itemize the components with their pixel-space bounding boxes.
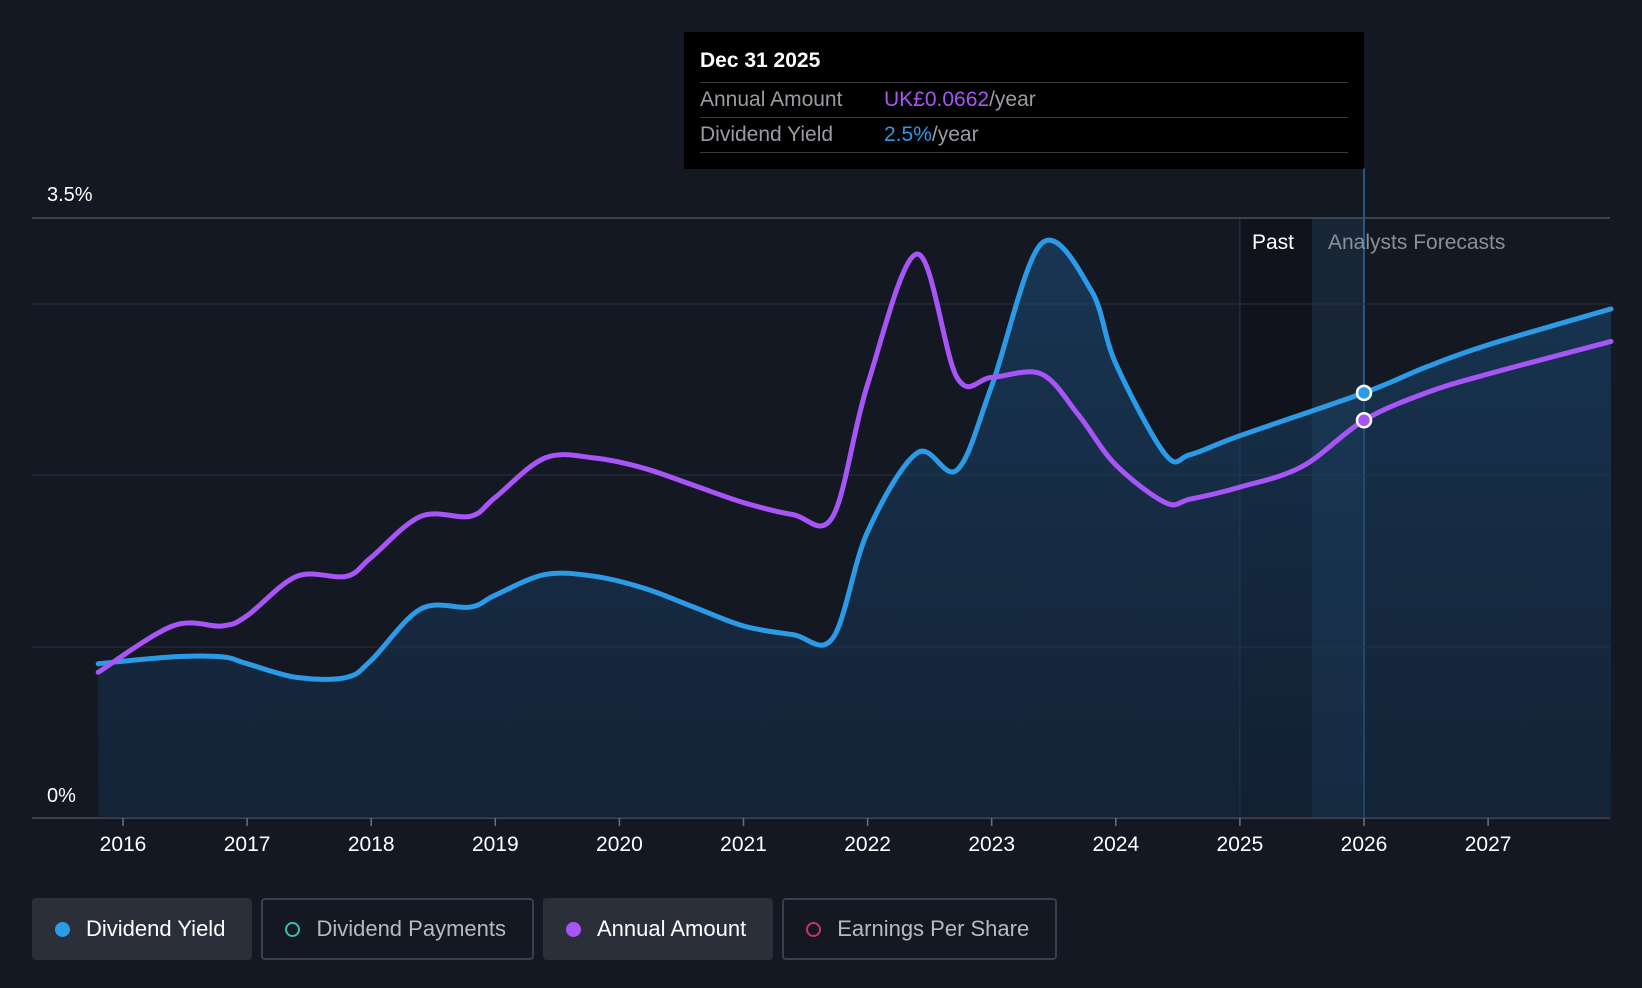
x-axis-ticks: 2016 2017 2018 2019 2020 2021 2022 2023 2024 2025…	[100, 818, 1512, 856]
legend-earnings-per-share[interactable]: Earnings Per Share	[782, 898, 1058, 960]
legend-dividend-payments-label: Dividend Payments	[316, 916, 506, 941]
dividend-yield-area	[98, 240, 1612, 819]
highlight-markers	[1355, 384, 1373, 429]
tooltip-date: Dec 31 2025	[700, 49, 821, 72]
legend-dividend-yield[interactable]: Dividend Yield	[32, 898, 253, 960]
x-tick-label: 2026	[1341, 833, 1388, 856]
tooltip-dividend-yield-value: 2.5%	[884, 123, 932, 146]
tooltip-annual-amount-value: UK£0.0662	[884, 88, 990, 111]
tooltip-dividend-yield-suffix: /year	[931, 123, 979, 146]
annual-amount-dot-icon	[565, 921, 581, 937]
forecast-label: Analysts Forecasts	[1328, 231, 1505, 254]
legend-annual-amount[interactable]: Annual Amount	[542, 898, 774, 960]
x-tick-label: 2024	[1092, 833, 1139, 856]
x-tick-label: 2023	[968, 833, 1015, 856]
x-tick-label: 2027	[1465, 833, 1512, 856]
earnings-per-share-ring-icon	[806, 921, 822, 937]
legend-earnings-per-share-label: Earnings Per Share	[837, 916, 1030, 941]
x-tick-label: 2025	[1217, 833, 1264, 856]
legend-dividend-payments[interactable]: Dividend Payments	[261, 898, 534, 960]
axis-labels: 3.5% 0% Past Analysts Forecasts	[47, 184, 1505, 807]
x-tick-label: 2017	[224, 833, 271, 856]
legend-dividend-yield-label: Dividend Yield	[86, 916, 226, 941]
annual-amount-line	[95, 251, 1614, 675]
tooltip-dividend-yield-label: Dividend Yield	[700, 123, 834, 146]
x-tick-label: 2022	[844, 833, 891, 856]
tooltip-annual-amount-suffix: /year	[989, 88, 1036, 111]
tooltip-row-dividend-yield: Dividend Yield 2.5%/year	[700, 117, 1348, 153]
x-tick-label: 2016	[100, 833, 147, 856]
annual-amount-marker	[1355, 412, 1373, 429]
x-tick-label: 2019	[472, 833, 519, 856]
dividend-yield-dot-icon	[55, 921, 70, 937]
y-axis-min-label: 0%	[47, 785, 76, 807]
x-tick-label: 2020	[596, 833, 643, 856]
past-label: Past	[1252, 231, 1294, 254]
series-areas	[98, 240, 1612, 819]
dividend-yield-line	[95, 237, 1614, 682]
x-tick-label: 2018	[348, 833, 395, 856]
tooltip-row-annual-amount: Annual Amount UK£0.0662/year	[700, 82, 1348, 117]
dividend-payments-ring-icon	[285, 921, 301, 937]
series-lines	[95, 237, 1614, 682]
x-tick-label: 2021	[720, 833, 767, 856]
dividend-yield-marker	[1355, 384, 1373, 402]
legend: Dividend Yield Dividend Payments Annual …	[32, 898, 1058, 960]
legend-annual-amount-label: Annual Amount	[596, 916, 747, 941]
y-axis-max-label: 3.5%	[47, 184, 93, 206]
tooltip-annual-amount-label: Annual Amount	[700, 88, 843, 111]
tooltip: Dec 31 2025 Annual Amount UK£0.0662/year…	[684, 32, 1364, 169]
